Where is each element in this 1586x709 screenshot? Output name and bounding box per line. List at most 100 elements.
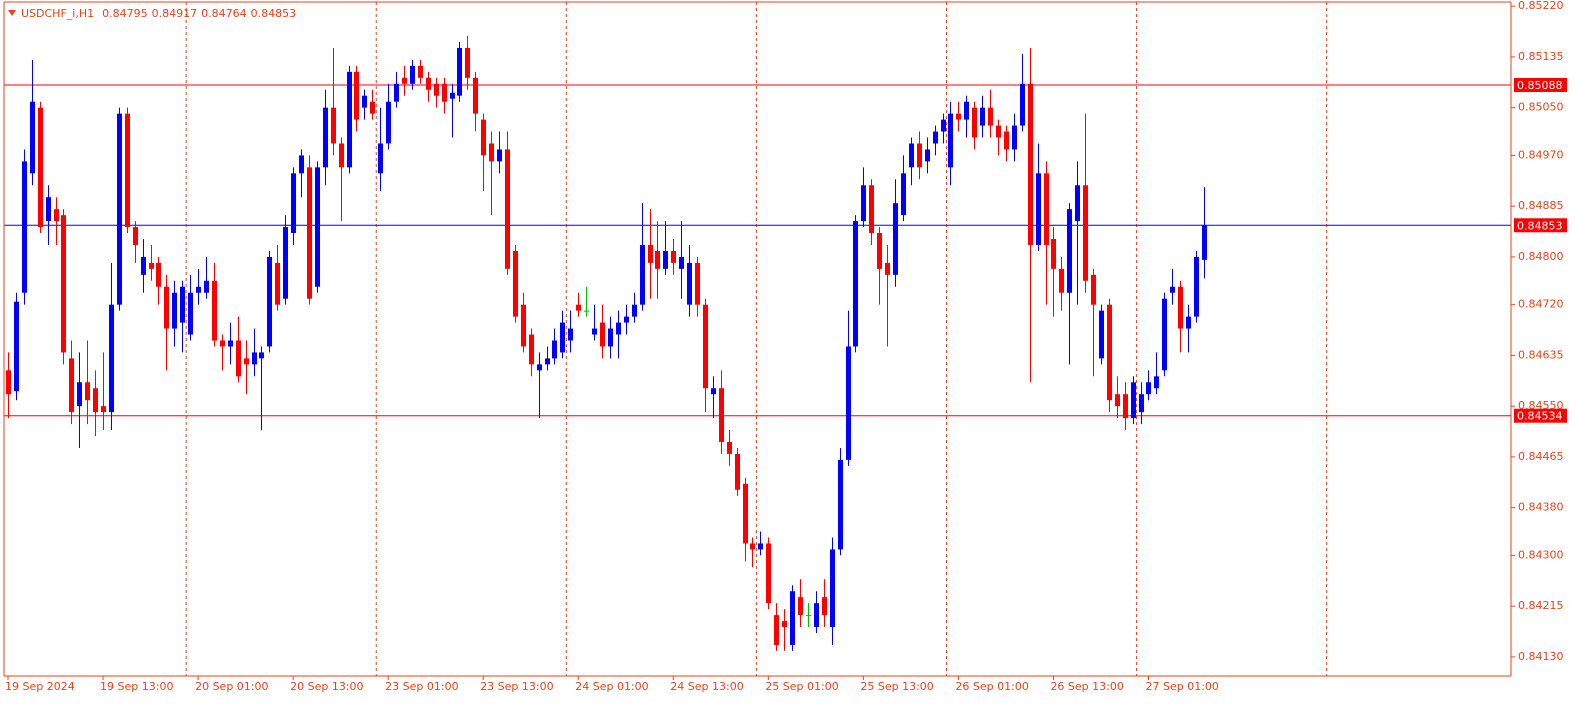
y-tick-label: 0.84885: [1518, 199, 1564, 212]
close-value: 0.84853: [251, 7, 297, 20]
candle-body: [497, 149, 502, 162]
x-tick-label: 26 Sep 01:00: [955, 680, 1028, 693]
candle-body: [481, 119, 486, 156]
chart-header: USDCHF_i,H1 0.84795 0.84917 0.84764 0.84853: [21, 7, 296, 20]
candle-body: [236, 340, 241, 377]
chart-title: USDCHF_i,H1: [21, 7, 94, 20]
candle-body: [996, 125, 1001, 138]
candle-body: [616, 322, 621, 335]
y-tick-label: 0.84465: [1518, 450, 1564, 463]
menu-triangle[interactable]: [8, 10, 16, 16]
candle-body: [1123, 394, 1128, 419]
candle-body: [370, 101, 375, 114]
candle-body: [101, 406, 106, 413]
candle-body: [299, 155, 304, 174]
candle-body: [323, 107, 328, 168]
candle-body: [394, 83, 399, 102]
x-tick-label: 23 Sep 13:00: [480, 680, 553, 693]
low-value: 0.84764: [201, 7, 247, 20]
y-tick-label: 0.85220: [1518, 0, 1564, 12]
candle-body: [1091, 274, 1096, 305]
y-tick-label: 0.84720: [1518, 298, 1564, 311]
candle-body: [782, 621, 787, 628]
candle-body: [1020, 83, 1025, 126]
candle-body: [901, 173, 906, 216]
candle-body: [648, 244, 653, 263]
candle-body: [695, 262, 700, 305]
candle-body: [22, 161, 27, 293]
price-label: 0.84534: [1517, 410, 1563, 423]
candle-body: [30, 101, 35, 174]
candle-body: [362, 95, 367, 108]
candle-body: [1178, 286, 1183, 329]
candle-body: [560, 322, 565, 353]
candle-body: [442, 83, 447, 102]
candle-body: [426, 77, 431, 90]
candle-body: [354, 71, 359, 120]
candle-body: [584, 310, 589, 312]
candle-body: [61, 215, 66, 353]
candle-body: [877, 233, 882, 269]
y-tick-label: 0.84380: [1518, 501, 1564, 514]
y-tick-label: 0.84970: [1518, 148, 1564, 161]
candle-body: [632, 304, 637, 317]
candle-body: [893, 203, 898, 275]
candle-body: [149, 262, 154, 269]
x-tick-label: 25 Sep 13:00: [860, 680, 933, 693]
candle-body: [1146, 382, 1151, 395]
candle-body: [521, 304, 526, 347]
candle-body: [948, 113, 953, 168]
grid-layer: [4, 2, 1511, 676]
candle-body: [117, 113, 122, 305]
candle-body: [125, 113, 130, 228]
candle-body: [164, 286, 169, 329]
x-tick-label: 20 Sep 01:00: [195, 680, 268, 693]
candle-body: [711, 388, 716, 395]
candle-body: [988, 107, 993, 126]
candle-body: [156, 262, 161, 287]
candle-body: [1115, 394, 1120, 407]
candle-body: [386, 101, 391, 144]
candle-body: [85, 382, 90, 401]
y-tick-label: 0.85050: [1518, 101, 1564, 114]
candle-body: [1036, 173, 1041, 245]
candle-body: [77, 382, 82, 407]
candle-body: [465, 47, 470, 78]
candle-body: [964, 101, 969, 120]
candle-body: [109, 304, 114, 413]
y-tick-label: 0.84800: [1518, 250, 1564, 263]
y-tick-label: 0.85135: [1518, 50, 1564, 63]
candle-body: [457, 47, 462, 96]
candle-body: [172, 292, 177, 329]
candle-body: [1139, 394, 1144, 413]
candle-body: [600, 322, 605, 347]
candle-body: [410, 65, 415, 84]
candle-body: [1051, 239, 1056, 269]
candle-body: [1099, 310, 1104, 359]
candle-body: [291, 173, 296, 234]
candle-body: [663, 250, 668, 269]
x-tick-label: 20 Sep 13:00: [290, 680, 363, 693]
candle-body: [790, 591, 795, 645]
candle-body: [576, 304, 581, 311]
price-label-box: [1514, 408, 1567, 423]
marks-layer: [6, 36, 1207, 651]
candle-body: [608, 328, 613, 347]
candle-body: [46, 197, 51, 222]
candle-body: [917, 143, 922, 168]
candle-body: [822, 597, 827, 616]
candle-body: [1012, 125, 1017, 150]
candle-body: [925, 149, 930, 162]
candle-body: [489, 143, 494, 162]
candle-body: [244, 358, 249, 365]
candle-body: [267, 256, 272, 347]
candle-body: [54, 209, 59, 222]
candle-body: [38, 107, 43, 228]
candle-body: [830, 549, 835, 628]
candle-body: [727, 441, 732, 454]
candle-body: [212, 280, 217, 341]
candle-body: [1028, 83, 1033, 245]
candle-body: [220, 340, 225, 347]
candle-body: [14, 301, 19, 392]
